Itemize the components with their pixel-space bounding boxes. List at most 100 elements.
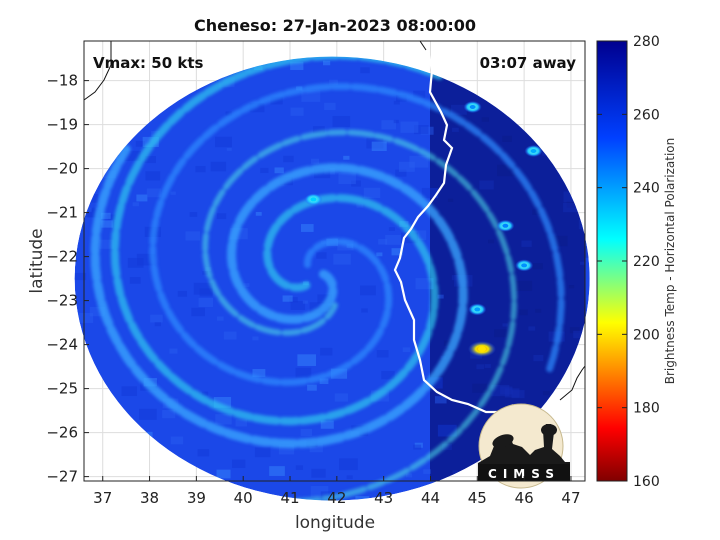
- texture-cell: [243, 283, 250, 287]
- texture-cell: [215, 136, 232, 148]
- texture-cell: [129, 277, 141, 284]
- colorbar-tick-label: 260: [633, 107, 660, 123]
- texture-cell: [191, 307, 205, 317]
- texture-cell: [542, 391, 550, 396]
- texture-cell: [497, 164, 516, 177]
- texture-cell: [185, 231, 201, 241]
- texture-cell: [99, 239, 114, 249]
- texture-cell: [511, 390, 525, 399]
- texture-cell: [339, 458, 358, 471]
- x-tick-label: 44: [421, 489, 440, 507]
- logo-dish: [492, 434, 514, 448]
- x-axis: 37 38 39 40 41 42 43 44 45 46 47: [93, 476, 581, 507]
- texture-cell: [197, 449, 210, 457]
- texture-cell: [307, 384, 317, 391]
- texture-cell: [356, 203, 364, 208]
- texture-cell: [371, 141, 387, 151]
- texture-cell: [201, 391, 209, 396]
- texture-cell: [290, 300, 306, 310]
- texture-cell: [441, 443, 452, 450]
- texture-cell: [301, 90, 321, 102]
- texture-cell: [252, 369, 266, 378]
- texture-cell: [388, 227, 395, 231]
- texture-cell: [479, 180, 494, 190]
- texture-cell: [502, 135, 512, 142]
- x-axis-label: longitude: [295, 513, 375, 533]
- texture-cell: [381, 370, 395, 380]
- texture-cell: [216, 469, 231, 479]
- texture-cell: [343, 155, 350, 160]
- warm-cell-core: [477, 346, 486, 352]
- texture-cell: [169, 348, 178, 354]
- colorbar-tick-label: 220: [633, 254, 660, 270]
- texture-cell: [391, 248, 403, 256]
- texture-cell: [139, 408, 157, 420]
- texture-cell: [226, 499, 232, 501]
- colorbar-tick-label: 160: [633, 474, 660, 490]
- texture-cell: [170, 436, 184, 445]
- texture-cell: [393, 100, 400, 105]
- texture-cell: [585, 246, 590, 258]
- texture-cell: [414, 442, 423, 448]
- texture-cell: [393, 119, 399, 124]
- texture-cell: [74, 272, 87, 281]
- texture-cell: [301, 224, 314, 232]
- texture-cell: [322, 60, 331, 66]
- y-tick-label: −27: [46, 468, 78, 486]
- texture-cell: [413, 125, 429, 135]
- vmax-annotation: Vmax: 50 kts: [93, 54, 203, 72]
- texture-cell: [410, 230, 427, 241]
- texture-cell: [199, 288, 213, 297]
- y-tick-label: −26: [46, 424, 78, 442]
- texture-cell: [317, 294, 332, 304]
- texture-cell: [132, 202, 139, 207]
- y-tick-label: −23: [46, 292, 78, 310]
- colorbar-tick-label: 180: [633, 401, 660, 417]
- texture-cell: [213, 396, 232, 408]
- x-tick-label: 45: [468, 489, 487, 507]
- texture-cell: [89, 306, 105, 317]
- texture-cell: [100, 212, 111, 219]
- texture-cell: [324, 102, 336, 111]
- texture-cell: [494, 329, 507, 338]
- texture-cell: [216, 316, 224, 321]
- texture-cell: [450, 104, 467, 115]
- x-tick-label: 40: [234, 489, 253, 507]
- x-tick-label: 42: [327, 489, 346, 507]
- texture-cell: [332, 115, 351, 128]
- texture-cell: [289, 297, 298, 303]
- texture-cell: [274, 167, 284, 174]
- texture-cell: [437, 424, 457, 437]
- texture-cell: [319, 378, 329, 385]
- texture-cell: [360, 67, 370, 74]
- texture-cell: [162, 410, 176, 419]
- rain-band: [110, 56, 444, 426]
- texture-cell: [320, 347, 333, 356]
- texture-cell: [269, 466, 285, 476]
- texture-cell: [361, 308, 368, 313]
- plot-area: CIMSS Vmax: 50 kts 03:07 away: [74, 40, 590, 501]
- texture-cell: [400, 121, 419, 133]
- logo-text: CIMSS: [488, 467, 560, 481]
- texture-cell: [500, 386, 513, 395]
- texture-cell: [491, 384, 510, 397]
- texture-cell: [366, 137, 384, 149]
- texture-cell: [154, 322, 161, 327]
- texture-cell: [320, 420, 334, 429]
- texture-cell: [451, 275, 460, 281]
- texture-cell: [569, 327, 580, 334]
- texture-cell: [189, 212, 198, 217]
- texture-cell: [395, 169, 407, 177]
- texture-cell: [283, 155, 294, 163]
- texture-cell: [472, 383, 488, 393]
- texture-cell: [297, 354, 317, 366]
- texture-cell: [504, 388, 520, 398]
- x-tick-label: 38: [140, 489, 159, 507]
- texture-cell: [400, 232, 418, 244]
- texture-cell: [528, 326, 536, 331]
- texture-cell: [278, 444, 295, 455]
- texture-cell: [476, 364, 485, 370]
- y-tick-label: −25: [46, 380, 78, 398]
- texture-cell: [136, 194, 148, 202]
- texture-cell: [282, 295, 293, 302]
